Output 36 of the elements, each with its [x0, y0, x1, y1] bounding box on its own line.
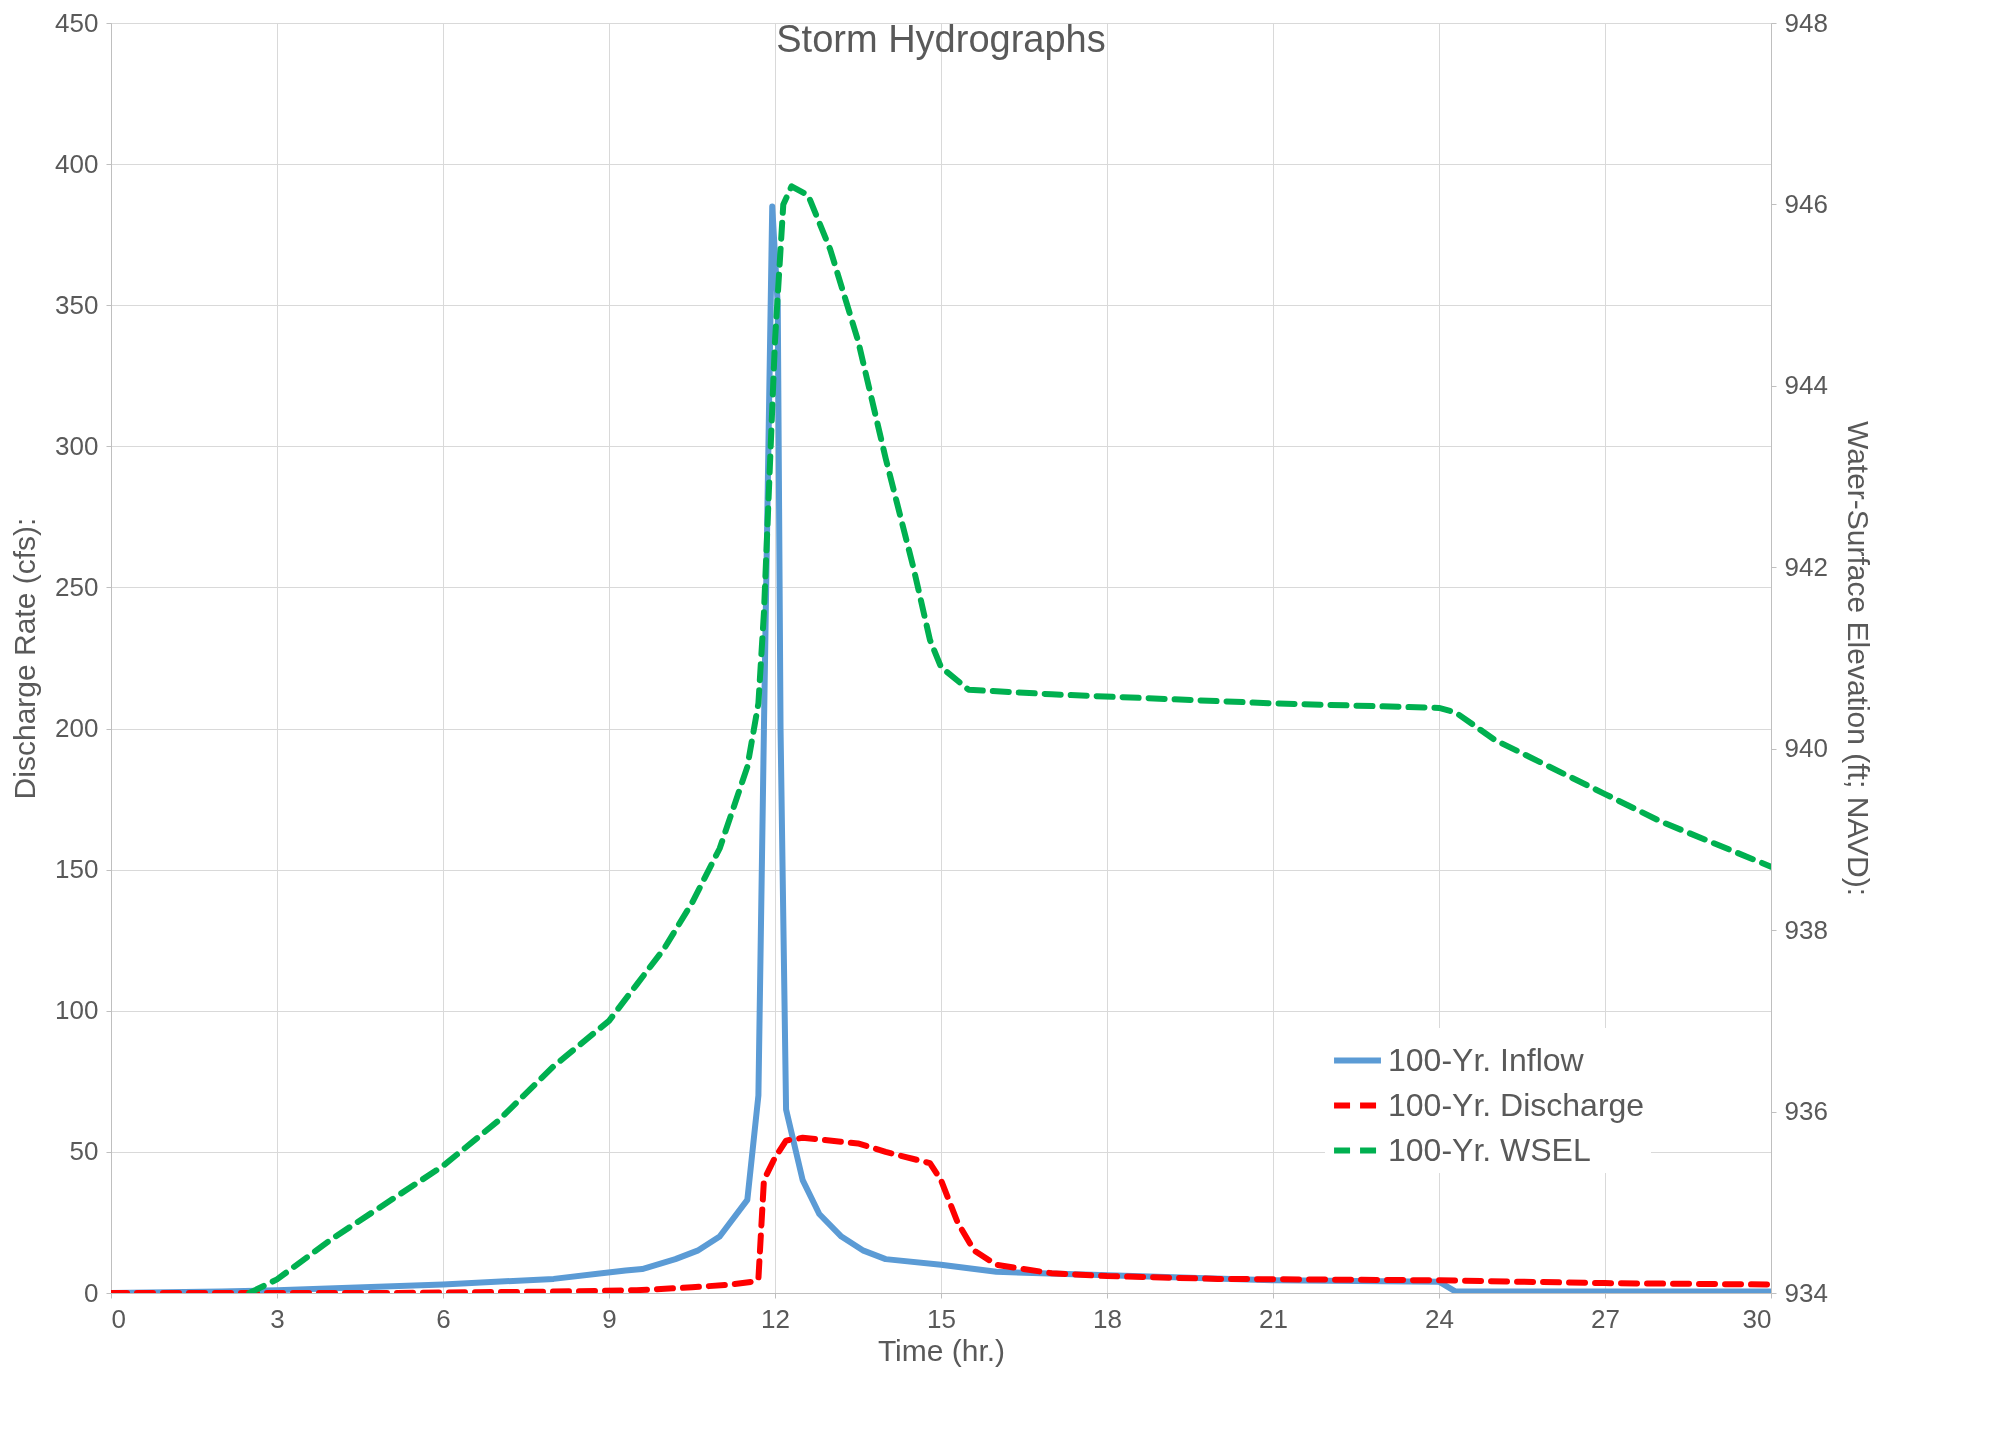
y-tick-label: 100 [55, 995, 99, 1026]
x-tick-label: 12 [761, 1303, 790, 1334]
legend-label: 100-Yr. WSEL [1388, 1131, 1591, 1168]
y2-tick-label: 938 [1784, 914, 1828, 945]
x-tick-label: 24 [1425, 1303, 1454, 1334]
x-tick-label: 27 [1591, 1303, 1620, 1334]
x-tick-label: 6 [436, 1303, 451, 1334]
x-tick-label: 3 [270, 1303, 285, 1334]
x-axis-title: Time (hr.) [877, 1333, 1006, 1367]
y2-tick-label: 934 [1784, 1277, 1828, 1308]
legend-label: 100-Yr. Discharge [1388, 1086, 1645, 1123]
y2-tick-label: 948 [1784, 7, 1828, 38]
y2-tick-label: 944 [1784, 370, 1828, 401]
y-tick-label: 150 [55, 854, 99, 885]
chart-title: Storm Hydrographs [776, 18, 1106, 60]
y-tick-label: 200 [55, 713, 99, 744]
x-tick-label: 15 [927, 1303, 956, 1334]
y-tick-label: 400 [55, 148, 99, 179]
x-tick-label: 0 [111, 1303, 126, 1334]
legend-label: 100-Yr. Inflow [1388, 1041, 1585, 1078]
x-tick-label: 18 [1093, 1303, 1122, 1334]
y-tick-label: 450 [55, 7, 99, 38]
x-tick-label: 9 [602, 1303, 617, 1334]
y2-tick-label: 940 [1784, 733, 1828, 764]
y-tick-label: 0 [84, 1277, 99, 1308]
y2-axis-title: Water-Surface Elevation (ft; NAVD): [1841, 420, 1875, 897]
x-tick-label: 21 [1259, 1303, 1288, 1334]
y2-tick-label: 942 [1784, 551, 1828, 582]
x-tick-label: 30 [1742, 1303, 1772, 1334]
y-tick-label: 250 [55, 571, 99, 602]
y2-tick-label: 946 [1784, 188, 1828, 219]
y-tick-label: 50 [69, 1136, 99, 1167]
y-tick-label: 300 [55, 430, 99, 461]
y-axis-title: Discharge Rate (cfs): [8, 517, 42, 800]
y2-tick-label: 936 [1784, 1096, 1828, 1127]
y-tick-label: 350 [55, 289, 99, 320]
